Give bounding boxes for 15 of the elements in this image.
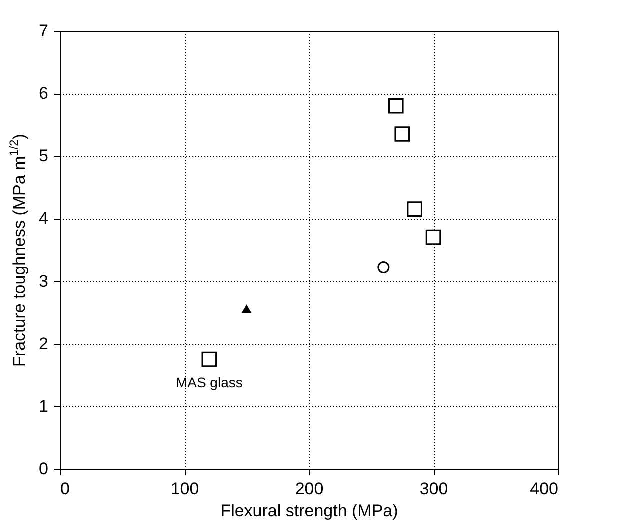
- x-tick-label: 100: [170, 480, 200, 498]
- y-tick-label: 4: [39, 209, 48, 228]
- x-tick-label: 400: [530, 480, 558, 498]
- y-tick-label: 3: [39, 272, 48, 291]
- y-tick-label: 2: [39, 334, 48, 354]
- y-tick-label: 1: [39, 396, 48, 416]
- y-tick-label: 7: [39, 22, 48, 40]
- x-tick-label: 0: [60, 480, 70, 498]
- x-axis-title: Flexural strength (MPa): [220, 502, 398, 520]
- y-tick-label: 6: [39, 84, 48, 104]
- x-tick-label: 300: [420, 480, 448, 498]
- y-tick-label: 0: [39, 460, 48, 478]
- annotation: MAS glass: [176, 374, 243, 390]
- y-tick-label: 5: [39, 146, 48, 166]
- x-tick-label: 200: [295, 480, 324, 498]
